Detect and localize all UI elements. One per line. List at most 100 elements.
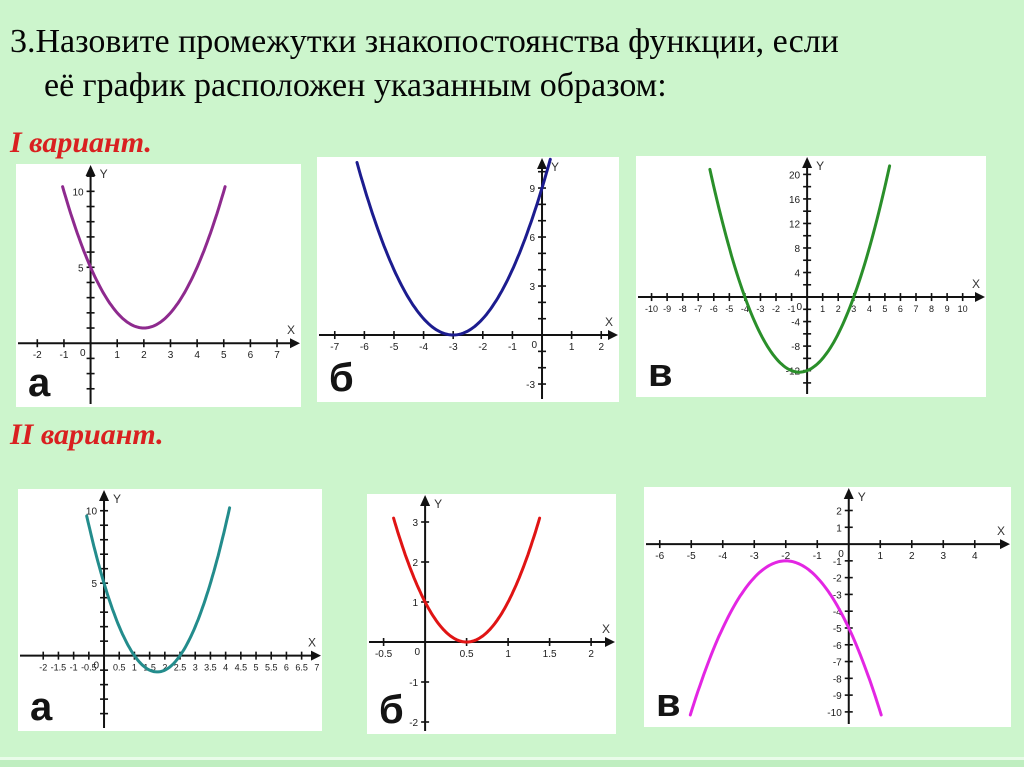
svg-text:X: X bbox=[972, 277, 980, 291]
svg-text:0: 0 bbox=[531, 340, 537, 351]
svg-text:9: 9 bbox=[945, 304, 950, 314]
title-line-2: её график расположен указанным образом: bbox=[44, 67, 667, 104]
parabola-plot-variant2-a: -2 -1.5 -1 -0.5 0.5 1 1.5 2 2.5 3 3.5 4 4.5 5 5.5 6 6.5 7… bbox=[20, 490, 321, 728]
svg-text:2: 2 bbox=[141, 350, 147, 361]
svg-text:1: 1 bbox=[836, 523, 842, 534]
svg-text:-5: -5 bbox=[687, 551, 696, 562]
svg-text:1: 1 bbox=[114, 350, 120, 361]
svg-text:6: 6 bbox=[284, 663, 289, 673]
svg-text:3: 3 bbox=[851, 304, 856, 314]
svg-text:10: 10 bbox=[72, 187, 84, 198]
svg-text:-6: -6 bbox=[360, 342, 369, 353]
graph-panel-variant1-b: -7 -6 -5 -4 -3 -2 -1 1 2 -3 3 6 9 0 X Y б bbox=[317, 157, 619, 402]
svg-text:4: 4 bbox=[194, 350, 200, 361]
title-line-1: 3.Назовите промежутки знакопостоянства ф… bbox=[10, 23, 839, 60]
svg-text:-2: -2 bbox=[781, 551, 790, 562]
slide-title: 3.Назовите промежутки знакопостоянства ф… bbox=[10, 20, 1015, 108]
svg-text:Y: Y bbox=[100, 167, 108, 181]
svg-text:-10: -10 bbox=[827, 708, 842, 719]
svg-text:-1: -1 bbox=[508, 342, 517, 353]
parabola-plot-variant1-b: -7 -6 -5 -4 -3 -2 -1 1 2 -3 3 6 9 0 X Y bbox=[319, 157, 618, 399]
svg-text:2: 2 bbox=[598, 342, 604, 353]
parabola-plot-variant2-b: -0.5 0.5 1 1.5 2 -2 -1 1 2 3 0 X Y bbox=[369, 495, 615, 731]
svg-text:-1: -1 bbox=[813, 551, 822, 562]
svg-text:1: 1 bbox=[569, 342, 575, 353]
svg-text:1: 1 bbox=[132, 663, 137, 673]
svg-text:-10: -10 bbox=[645, 304, 658, 314]
svg-text:X: X bbox=[287, 323, 295, 337]
svg-text:-3: -3 bbox=[833, 590, 842, 601]
svg-text:-4: -4 bbox=[419, 342, 428, 353]
parabola-plot-variant1-v: -10 -9 -8 -7 -6 -5 -4 -3 -2 -1 1 2 3 4 5 6 7 8 9 10-12-8-44… bbox=[638, 157, 985, 394]
svg-text:2: 2 bbox=[836, 506, 842, 517]
svg-text:-6: -6 bbox=[710, 304, 718, 314]
svg-text:0: 0 bbox=[797, 302, 803, 313]
svg-text:1.5: 1.5 bbox=[543, 649, 557, 660]
svg-text:-2: -2 bbox=[39, 663, 47, 673]
svg-text:4: 4 bbox=[223, 663, 228, 673]
svg-text:-4: -4 bbox=[791, 318, 800, 329]
svg-text:5: 5 bbox=[91, 579, 97, 590]
svg-text:10: 10 bbox=[958, 304, 968, 314]
svg-text:-7: -7 bbox=[694, 304, 702, 314]
svg-text:6: 6 bbox=[898, 304, 903, 314]
svg-text:-3: -3 bbox=[750, 551, 759, 562]
svg-text:1: 1 bbox=[413, 598, 419, 609]
svg-text:20: 20 bbox=[789, 170, 801, 181]
svg-text:-8: -8 bbox=[679, 304, 687, 314]
svg-text:1: 1 bbox=[505, 649, 511, 660]
svg-text:3.5: 3.5 bbox=[204, 663, 217, 673]
svg-text:X: X bbox=[308, 636, 316, 650]
panel-letter: б bbox=[379, 688, 404, 732]
svg-text:1: 1 bbox=[877, 551, 883, 562]
svg-text:-0.5: -0.5 bbox=[81, 663, 97, 673]
svg-text:0: 0 bbox=[80, 348, 86, 359]
svg-text:-5: -5 bbox=[725, 304, 733, 314]
svg-text:-1.5: -1.5 bbox=[51, 663, 67, 673]
svg-text:-6: -6 bbox=[833, 641, 842, 652]
svg-text:5: 5 bbox=[221, 350, 227, 361]
svg-text:-9: -9 bbox=[833, 691, 842, 702]
svg-text:2.5: 2.5 bbox=[174, 663, 187, 673]
svg-text:-3: -3 bbox=[449, 342, 458, 353]
svg-text:0: 0 bbox=[415, 647, 421, 658]
svg-text:-5: -5 bbox=[390, 342, 399, 353]
svg-text:3: 3 bbox=[413, 518, 419, 529]
svg-text:5: 5 bbox=[882, 304, 887, 314]
svg-text:-8: -8 bbox=[791, 342, 800, 353]
svg-text:3: 3 bbox=[193, 663, 198, 673]
svg-text:2: 2 bbox=[909, 551, 915, 562]
graph-panel-variant2-v: -6 -5 -4 -3 -2 -1 1 2 3 4 2 1 -1 -2 -3 -4 -5 -6 -7 -8 -9 -10 0… bbox=[644, 487, 1011, 727]
panel-letter: а bbox=[30, 685, 53, 729]
svg-text:-1: -1 bbox=[788, 304, 796, 314]
svg-text:2: 2 bbox=[836, 304, 841, 314]
svg-text:X: X bbox=[605, 315, 613, 329]
svg-text:Y: Y bbox=[816, 159, 824, 173]
graph-panel-variant2-a: -2 -1.5 -1 -0.5 0.5 1 1.5 2 2.5 3 3.5 4 4.5 5 5.5 6 6.5 7… bbox=[18, 489, 322, 731]
svg-text:-7: -7 bbox=[833, 658, 842, 669]
svg-text:-1: -1 bbox=[409, 678, 418, 689]
svg-text:2: 2 bbox=[413, 558, 419, 569]
svg-text:-4: -4 bbox=[741, 304, 749, 314]
svg-text:4: 4 bbox=[867, 304, 872, 314]
svg-text:7: 7 bbox=[274, 350, 280, 361]
svg-text:-8: -8 bbox=[833, 674, 842, 685]
svg-text:12: 12 bbox=[789, 219, 801, 230]
svg-text:-1: -1 bbox=[70, 663, 78, 673]
svg-text:-2: -2 bbox=[409, 718, 418, 729]
svg-text:2: 2 bbox=[588, 649, 594, 660]
svg-text:Y: Y bbox=[858, 490, 866, 504]
svg-text:7: 7 bbox=[913, 304, 918, 314]
svg-text:X: X bbox=[997, 524, 1005, 538]
svg-text:5.5: 5.5 bbox=[265, 663, 278, 673]
graph-panel-variant2-b: -0.5 0.5 1 1.5 2 -2 -1 1 2 3 0 X Y б bbox=[367, 494, 616, 734]
svg-text:0.5: 0.5 bbox=[113, 663, 126, 673]
parabola-plot-variant2-v: -6 -5 -4 -3 -2 -1 1 2 3 4 2 1 -1 -2 -3 -4 -5 -6 -7 -8 -9 -10 0… bbox=[646, 488, 1010, 724]
svg-text:4.5: 4.5 bbox=[235, 663, 248, 673]
svg-text:4: 4 bbox=[972, 551, 978, 562]
svg-text:1.5: 1.5 bbox=[143, 663, 156, 673]
svg-text:-6: -6 bbox=[655, 551, 664, 562]
svg-text:-1: -1 bbox=[59, 350, 68, 361]
svg-text:-1: -1 bbox=[833, 557, 842, 568]
